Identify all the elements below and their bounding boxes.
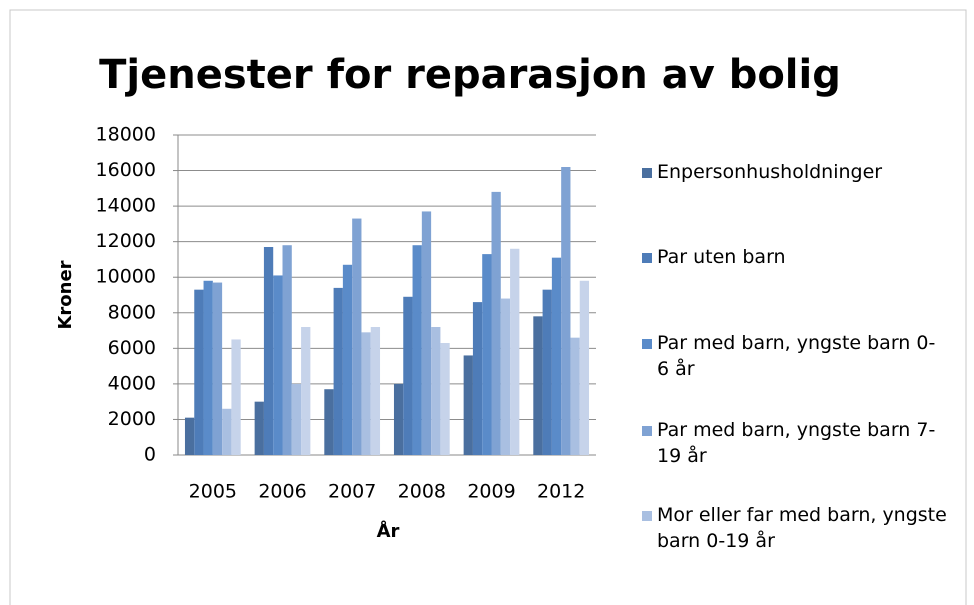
legend-label: Mor eller far med barn, yngste barn 0-19… <box>657 504 947 552</box>
bar <box>194 289 204 455</box>
bar <box>282 245 292 455</box>
legend-label: Par uten barn <box>657 246 786 268</box>
legend-item: Mor eller far med barn, yngste barn 0-19… <box>642 502 962 554</box>
bar <box>291 383 302 455</box>
legend-swatch <box>642 426 652 436</box>
y-tick-label: 18000 <box>96 124 156 146</box>
bar <box>579 280 590 455</box>
bar <box>370 327 381 455</box>
bar <box>431 327 441 455</box>
y-axis-label: Kroner <box>55 260 76 329</box>
bar <box>254 401 264 455</box>
bar <box>231 339 241 455</box>
bar <box>222 408 232 455</box>
bar <box>263 247 274 455</box>
bar <box>203 280 213 455</box>
bar <box>561 167 571 455</box>
legend-label: Par med barn, yngste barn 7-19 år <box>657 419 936 467</box>
bar <box>491 191 501 455</box>
bar <box>533 316 543 455</box>
bar <box>412 245 422 455</box>
y-tick-label: 10000 <box>96 266 156 288</box>
y-tick-label: 2000 <box>108 408 156 430</box>
bar <box>301 327 311 455</box>
bar <box>542 289 552 455</box>
bar <box>421 211 432 455</box>
legend-swatch <box>642 253 652 263</box>
x-tick-label: 2006 <box>258 481 306 503</box>
bar <box>463 355 473 455</box>
y-tick-label: 0 <box>144 444 156 466</box>
legend-item: Enpersonhusholdninger <box>642 159 962 185</box>
legend-label: Par med barn, yngste barn 0-6 år <box>657 332 936 380</box>
bar <box>472 302 483 455</box>
bar <box>352 218 362 455</box>
x-axis-label: År <box>377 519 400 542</box>
y-tick-label: 14000 <box>96 195 156 217</box>
y-tick-label: 8000 <box>108 301 156 323</box>
y-tick-label: 4000 <box>108 372 156 394</box>
bar <box>324 389 334 455</box>
bar <box>333 287 343 455</box>
bar <box>184 417 195 455</box>
x-tick-label: 2007 <box>328 481 376 503</box>
legend-swatch <box>642 511 652 521</box>
legend-swatch <box>642 339 652 349</box>
bar <box>510 248 520 455</box>
bar <box>570 337 580 455</box>
legend-item: Par med barn, yngste barn 0-6 år <box>642 330 962 382</box>
bar <box>500 298 511 455</box>
legend-swatch <box>642 168 652 178</box>
chart-title: Tjenester for reparasjon av bolig <box>99 52 841 98</box>
bar <box>212 282 223 455</box>
bar <box>393 383 404 455</box>
x-tick-label: 2008 <box>398 481 446 503</box>
bar <box>361 332 371 455</box>
legend-item: Par uten barn <box>642 244 962 270</box>
y-tick-label: 12000 <box>96 230 156 252</box>
y-tick-label: 16000 <box>96 159 156 181</box>
bar <box>551 257 562 455</box>
x-tick-label: 2012 <box>537 481 585 503</box>
bar <box>342 264 353 455</box>
bar <box>273 275 283 455</box>
legend-item: Par med barn, yngste barn 7-19 år <box>642 417 962 469</box>
y-tick-label: 6000 <box>108 337 156 359</box>
bar <box>403 296 413 455</box>
legend-label: Enpersonhusholdninger <box>657 161 883 183</box>
bar <box>482 254 492 455</box>
x-tick-label: 2005 <box>189 481 237 503</box>
bar <box>440 343 450 455</box>
x-tick-label: 2009 <box>467 481 515 503</box>
